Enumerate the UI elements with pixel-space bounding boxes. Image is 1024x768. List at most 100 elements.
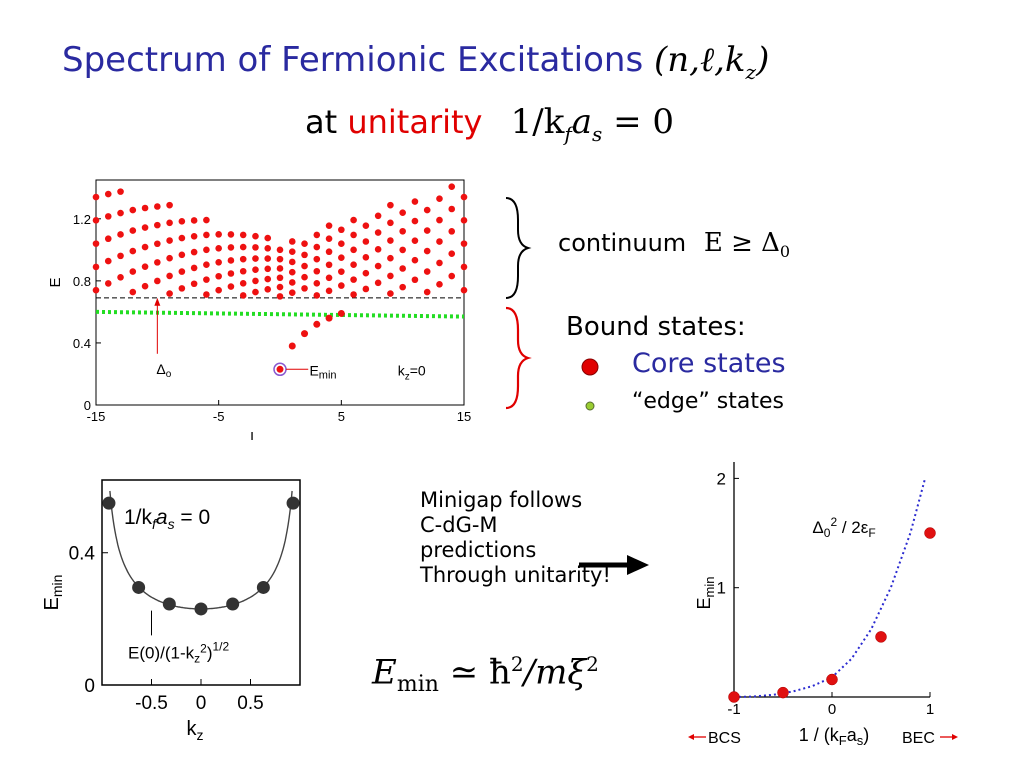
continuum-point [166, 201, 173, 209]
minigap-line-2: C-dG-M [420, 513, 498, 537]
x-axis-label: kz [187, 718, 204, 743]
data-point [826, 673, 838, 686]
continuum-point [313, 292, 321, 299]
continuum-point [325, 287, 333, 295]
continuum-point [288, 289, 296, 296]
continuum-point [362, 285, 370, 293]
bound-states-heading: Bound states: [566, 312, 746, 342]
continuum-point [276, 293, 284, 300]
core-point [313, 320, 321, 328]
continuum-point [203, 216, 210, 224]
x-tick-label: 1 [926, 701, 934, 718]
core-marker [581, 358, 599, 376]
continuum-point [374, 279, 382, 287]
continuum-point [154, 221, 161, 229]
continuum-point [178, 218, 186, 225]
continuum-point [215, 286, 222, 294]
x-axis-label: l [250, 430, 253, 440]
continuum-point [129, 227, 137, 234]
x-tick-label: -0.5 [135, 693, 168, 714]
continuum-point [411, 198, 419, 205]
page-title: Spectrum of Fermionic Excitations (n,ℓ,k… [62, 40, 769, 84]
subtitle-prefix: at [305, 103, 338, 141]
continuum-point [338, 254, 345, 261]
continuum-point [166, 219, 173, 227]
curve-label: E(0)/(1-kz2)1/2 [128, 640, 229, 666]
continuum-point [387, 254, 394, 262]
continuum-point [411, 276, 419, 284]
continuum-point [325, 274, 333, 282]
continuum-point [387, 272, 394, 280]
continuum-point [423, 206, 431, 214]
continuum-point [92, 263, 100, 271]
continuum-point [117, 188, 124, 195]
continuum-point [117, 231, 124, 238]
continuum-point [239, 255, 247, 263]
continuum-point [141, 243, 149, 251]
continuum-point [227, 283, 235, 290]
continuum-point [460, 286, 468, 294]
x-tick-label: -5 [213, 409, 225, 424]
continuum-point [301, 273, 308, 281]
continuum-point [227, 257, 235, 264]
continuum-point [276, 246, 284, 254]
continuum-point [276, 265, 284, 272]
continuum-point [104, 190, 112, 198]
continuum-point [190, 217, 198, 224]
continuum-point [338, 226, 345, 234]
continuum-point [227, 231, 235, 238]
continuum-point [190, 264, 198, 272]
continuum-point [423, 247, 431, 255]
continuum-point [288, 279, 296, 286]
continuum-point [264, 275, 272, 283]
continuum-point [154, 259, 161, 266]
continuum-point [301, 262, 308, 270]
continuum-point [338, 282, 345, 289]
bound-bracket [505, 306, 532, 410]
edge-marker [585, 401, 595, 411]
continuum-point [129, 268, 137, 275]
subtitle: at unitarity 1/kfas = 0 [305, 102, 674, 146]
continuum-point [178, 268, 186, 275]
continuum-point [239, 243, 247, 251]
core-point [288, 342, 296, 350]
continuum-point [154, 240, 161, 248]
continuum-point [350, 276, 357, 283]
y-tick-label: 1 [717, 579, 726, 598]
x-axis-label: 1 / (kFas) [799, 725, 869, 748]
continuum-point [252, 255, 259, 262]
continuum-point [448, 272, 456, 280]
inset-label: 1/kfas = 0 [124, 506, 210, 532]
emin-label: Emin [309, 363, 336, 382]
continuum-point [104, 280, 112, 287]
edge-states-label: “edge” states [632, 389, 784, 414]
spectrum-chart: 0 0.4 0.8 1.2 -15 -5 5 15 l E Δo Emin kz=0 [47, 179, 471, 440]
continuum-point [203, 291, 210, 298]
y-axis-label: Emin [41, 575, 65, 611]
data-point [162, 597, 176, 611]
continuum-point [448, 205, 456, 213]
continuum-point [436, 259, 443, 267]
continuum-point [460, 263, 468, 271]
subtitle-highlight: unitarity [347, 103, 483, 141]
continuum-point [436, 195, 443, 202]
continuum-point [350, 216, 357, 224]
x-tick-label: -15 [87, 409, 106, 424]
data-point [924, 527, 936, 539]
continuum-point [313, 243, 321, 251]
continuum-point [92, 286, 100, 294]
continuum-point [141, 204, 149, 212]
theory-curve [733, 478, 927, 698]
edge-states-line [95, 309, 465, 319]
continuum-point [436, 281, 443, 288]
continuum-point [288, 268, 296, 276]
continuum-point [239, 267, 247, 275]
continuum-point [203, 261, 210, 269]
continuum-point [190, 232, 198, 240]
continuum-point [448, 183, 456, 190]
continuum-point [215, 258, 222, 266]
continuum-point [166, 237, 173, 244]
continuum-point [387, 290, 394, 297]
continuum-point [276, 283, 284, 291]
minigap-text: Minigap follows C-dG-M predictions Throu… [420, 488, 611, 588]
